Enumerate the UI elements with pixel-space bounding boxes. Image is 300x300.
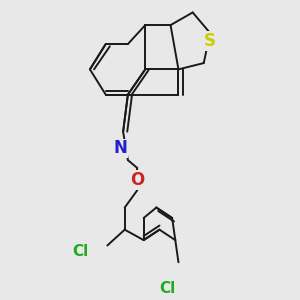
Text: S: S bbox=[204, 32, 216, 50]
Text: O: O bbox=[130, 171, 145, 189]
Text: N: N bbox=[113, 140, 127, 158]
Text: Cl: Cl bbox=[72, 244, 88, 259]
Text: Cl: Cl bbox=[159, 281, 176, 296]
